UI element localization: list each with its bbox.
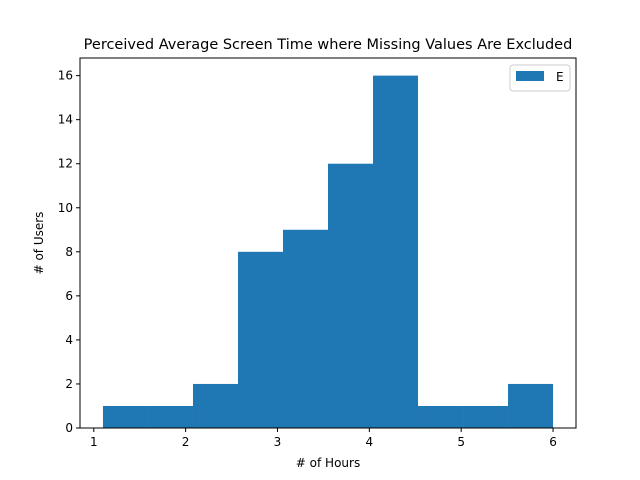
- y-axis-label: # of Users: [32, 212, 46, 275]
- y-tick-label: 8: [65, 245, 73, 259]
- y-tick-label: 14: [58, 113, 73, 127]
- histogram-bar: [237, 251, 283, 428]
- histogram-bar: [102, 405, 148, 428]
- histogram-bar: [373, 75, 419, 428]
- histogram-bar: [508, 383, 554, 428]
- legend: E: [509, 64, 571, 92]
- histogram-bar: [418, 405, 464, 428]
- x-tick-label: 1: [90, 435, 98, 449]
- legend-label: E: [556, 70, 564, 84]
- chart-title: Perceived Average Screen Time where Miss…: [84, 37, 573, 53]
- x-tick-label: 3: [274, 435, 282, 449]
- y-tick-label: 6: [65, 289, 73, 303]
- x-tick-label: 4: [366, 435, 374, 449]
- x-tick-label: 2: [182, 435, 190, 449]
- plot-frame: [79, 57, 577, 429]
- histogram-bar: [282, 229, 328, 428]
- histogram-bar: [192, 383, 238, 428]
- x-axis-label: # of Hours: [296, 456, 360, 470]
- y-tick-label: 12: [58, 157, 73, 171]
- x-axis-ticks: 1 2 3 4 5 6: [90, 428, 557, 449]
- legend-swatch: [516, 71, 544, 81]
- y-tick-label: 10: [58, 201, 73, 215]
- y-axis-ticks: 0 2 4 6 8 10 12 14 16: [58, 69, 80, 435]
- histogram-bar: [147, 405, 193, 428]
- bars-group: [102, 75, 554, 428]
- x-tick-label: 6: [549, 435, 557, 449]
- y-tick-label: 16: [58, 69, 73, 83]
- y-tick-label: 4: [65, 333, 73, 347]
- y-tick-label: 2: [65, 377, 73, 391]
- y-tick-label: 0: [65, 421, 73, 435]
- histogram-bar: [463, 405, 509, 428]
- histogram-bar: [328, 163, 374, 428]
- x-tick-label: 5: [457, 435, 465, 449]
